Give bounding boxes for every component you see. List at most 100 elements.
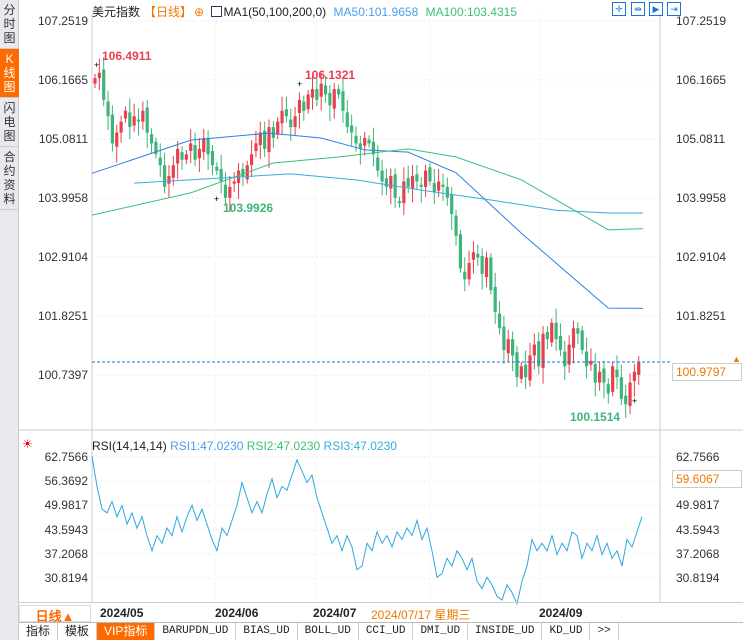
candle-body [206,137,210,155]
candle-body [476,253,480,258]
tab--[interactable]: 指标 [19,623,59,640]
candle-body [376,157,380,171]
tab-vip-[interactable]: VIP指标 [97,623,156,640]
candle-body [254,143,258,152]
date-axis: 日线▲ 2024/05 2024/06 2024/07 2024/07/17 星… [19,602,743,624]
tab-bias-ud[interactable]: BIAS_UD [236,623,298,640]
candle-body [489,257,493,291]
price-arrow-icon: ▲ [732,354,741,364]
candle-body [276,121,280,135]
tab-kd-ud[interactable]: KD_UD [542,623,591,640]
candle-body [602,368,606,383]
add-icon[interactable]: ⊕ [194,5,205,19]
candle-body [480,255,484,274]
rsi-tick: 30.8194 [676,571,720,585]
ma-title[interactable]: MA1(50,100,200,0) [223,5,327,19]
candle-body [593,364,597,383]
indicator-tabs: 指标 模板 VIP指标 BARUPDN_UD BIAS_UD BOLL_UD CCI_UD D… [19,622,743,640]
price-tick: 103.9958 [37,191,88,205]
candle-body [197,148,201,159]
candle-body [136,119,141,122]
candle-body [284,109,288,117]
candle-body [250,154,254,166]
candle-body [141,110,145,122]
price-tick: 102.9104 [676,250,727,264]
tab--[interactable]: >> [590,623,619,640]
rsi-tick: 43.5943 [44,522,88,537]
candle-body [441,184,445,187]
rsi-settings-icon[interactable]: ☀ [22,437,33,451]
tab--[interactable]: 模板 [58,623,98,640]
candle-body [515,352,519,378]
sidebar-item-flash[interactable]: 闪电图 [0,98,19,147]
candle-body [397,201,402,204]
candle-body [184,154,188,160]
candle-body [293,116,297,128]
tab-inside-ud[interactable]: INSIDE_UD [468,623,543,640]
marker-icon: + [214,194,219,204]
candle-body [450,194,454,215]
candle-body [228,186,232,198]
rsi-tick: 62.7566 [44,450,88,464]
cursor-date: 2024/07/17 星期三 [371,608,471,622]
low-annotation: 100.1514 [570,410,620,424]
rsi-title[interactable]: RSI(14,14,14) [92,439,167,453]
candle-body [106,101,110,117]
tab-boll-ud[interactable]: BOLL_UD [298,623,359,640]
candle-body [280,110,284,124]
candle-body [263,130,267,149]
sidebar-item-kline[interactable]: K线图 [0,49,19,98]
period-toggle[interactable]: 日线▲ [19,605,91,624]
crosshair-icon[interactable]: ✛ [612,2,626,16]
candle-body [437,181,441,191]
candle-body [424,170,428,187]
candle-body [306,94,310,110]
candle-body [598,371,602,383]
candle-body [502,326,506,350]
candle-body [558,335,563,350]
exit-icon[interactable]: ⇥ [667,2,681,16]
candle-body [297,99,302,113]
price-tick: 106.1665 [37,73,88,87]
high-annotation: 106.1321 [305,68,355,82]
date-label: 2024/07 [313,606,357,620]
candle-body [532,344,536,356]
ma50-line [91,132,644,309]
candle-body [371,141,375,155]
candle-body [571,328,576,348]
rsi-tick: 49.9817 [44,498,88,513]
candle-body [637,361,641,375]
rsi-tick: 43.5943 [676,522,720,537]
candle-body [102,69,106,100]
candle-body [415,174,419,182]
tab-barupdn-ud[interactable]: BARUPDN_UD [155,623,237,640]
candle-body [176,148,180,164]
candle-body [358,143,362,149]
candle-body [611,366,615,392]
candle-body [167,176,171,184]
candle-body [454,215,458,236]
candle-body [632,371,636,381]
ma100-value: MA100:103.4315 [425,5,517,19]
period-label[interactable]: 【日线】 [144,5,193,19]
candle-body [123,110,128,119]
tab-cci-ud[interactable]: CCI_UD [359,623,414,640]
rsi-tick: 37.2068 [676,546,720,561]
sidebar-item-contract-info[interactable]: 合约资料 [0,147,19,210]
candle-body [189,143,193,152]
zoom-in-icon[interactable]: ⇹ [631,2,645,16]
candle-body [380,170,384,182]
candle-body [550,322,554,343]
play-icon[interactable]: ▶ [649,2,663,16]
candle-body [511,339,515,356]
price-tick: 100.7397 [37,368,88,382]
candle-body [97,72,101,79]
tab-dmi-ud[interactable]: DMI_UD [413,623,469,640]
candle-body [619,377,623,399]
sidebar-item-timeshare[interactable]: 分时图 [0,0,19,49]
candle-body [171,165,175,178]
candle-body [493,286,497,312]
candle-body [354,135,358,144]
candle-body [149,134,154,144]
